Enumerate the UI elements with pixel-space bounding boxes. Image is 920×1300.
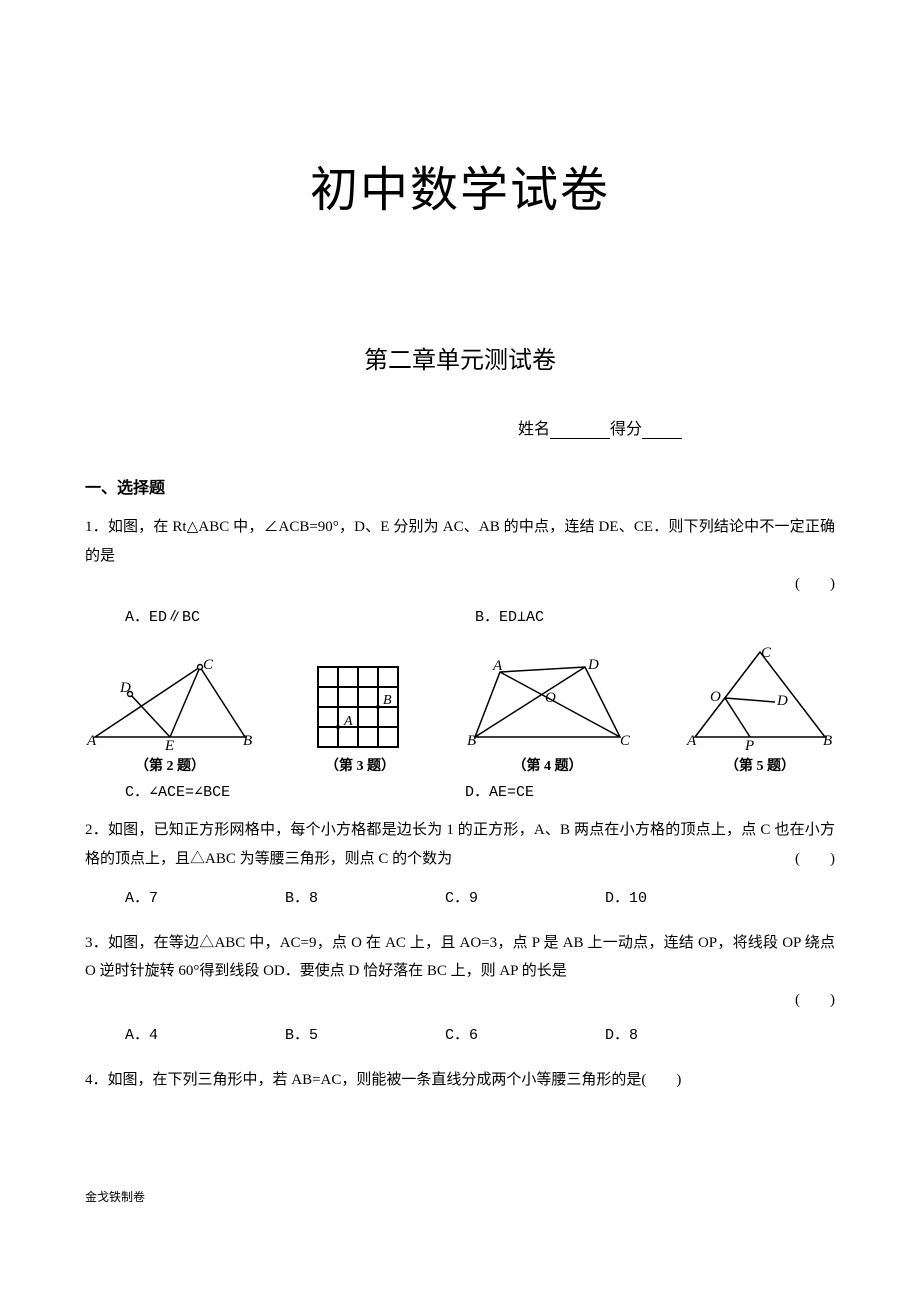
fig2-label-a: A [86, 733, 97, 749]
fig4-label-b: B [467, 733, 476, 749]
fig3-label-b: B [383, 693, 392, 708]
q3-option-d[interactable]: D．8 [605, 1022, 638, 1051]
name-score-line: 姓名 得分 [365, 415, 835, 439]
q2-option-a[interactable]: A．7 [125, 885, 285, 914]
fig3-label-a: A [343, 714, 353, 729]
fig5-label-d: D [776, 693, 788, 709]
figure-q4-caption: （第 4 题） [465, 755, 630, 775]
fig5-label-b: B [823, 733, 832, 749]
figure-q5: A B C D O P （第 5 题） [685, 647, 835, 775]
footer-maker: 金戈铁制卷 [85, 1188, 145, 1205]
q1-option-d[interactable]: D．AE=CE [465, 780, 534, 801]
section-1-header: 一、选择题 [85, 474, 835, 498]
q1-answer-blank[interactable]: ( ) [795, 570, 835, 599]
chapter-subtitle: 第二章单元测试卷 [85, 340, 835, 375]
q1-text: 1．如图，在 Rt△ABC 中，∠ACB=90°，D、E 分别为 AC、AB 的… [85, 519, 835, 564]
fig5-label-c: C [761, 647, 772, 661]
fig4-label-a: A [492, 658, 503, 674]
q2-text: 2．如图，已知正方形网格中，每个小方格都是边长为 1 的正方形，A、B 两点在小… [85, 822, 835, 867]
figure-q2-caption: （第 2 题） [85, 755, 255, 775]
fig4-label-d: D [587, 657, 599, 673]
fig5-label-a: A [686, 733, 697, 749]
q3-option-b[interactable]: B．5 [285, 1022, 445, 1051]
question-2: 2．如图，已知正方形网格中，每个小方格都是边长为 1 的正方形，A、B 两点在小… [85, 816, 835, 914]
q2-answer-blank[interactable]: ( ) [795, 845, 835, 874]
fig2-label-e: E [164, 738, 174, 752]
figures-row: A B C D E （第 2 题） [85, 647, 835, 775]
q2-option-d[interactable]: D．10 [605, 885, 647, 914]
figure-q2: A B C D E （第 2 题） [85, 657, 255, 775]
fig4-label-c: C [620, 733, 630, 749]
score-label: 得分 [610, 421, 642, 438]
figure-q5-caption: （第 5 题） [685, 755, 835, 775]
name-blank[interactable] [550, 423, 610, 439]
q3-answer-blank[interactable]: ( ) [795, 986, 835, 1015]
fig5-label-p: P [744, 738, 754, 752]
figure-q4: A D B C O （第 4 题） [465, 657, 630, 775]
fig2-label-c: C [203, 657, 214, 673]
q2-option-b[interactable]: B．8 [285, 885, 445, 914]
figure-q3: A B （第 3 题） [310, 662, 410, 775]
q3-text: 3．如图，在等边△ABC 中，AC=9，点 O 在 AC 上，且 AO=3，点 … [85, 935, 835, 980]
q3-option-c[interactable]: C．6 [445, 1022, 605, 1051]
figure-q3-caption: （第 3 题） [310, 755, 410, 775]
q2-option-c[interactable]: C．9 [445, 885, 605, 914]
question-1: 1．如图，在 Rt△ABC 中，∠ACB=90°，D、E 分别为 AC、AB 的… [85, 513, 835, 632]
question-4: 4．如图，在下列三角形中，若 AB=AC，则能被一条直线分成两个小等腰三角形的是… [85, 1066, 835, 1095]
q1-option-a[interactable]: A．ED∥BC [125, 604, 475, 633]
fig2-label-b: B [243, 733, 252, 749]
fig4-label-o: O [545, 690, 556, 706]
q4-text: 4．如图，在下列三角形中，若 AB=AC，则能被一条直线分成两个小等腰三角形的是… [85, 1072, 681, 1088]
main-title: 初中数学试卷 [85, 150, 835, 220]
q1-option-b[interactable]: B．ED⊥AC [475, 604, 544, 633]
q1-option-c[interactable]: C．∠ACE=∠BCE [125, 780, 465, 801]
score-blank[interactable] [642, 423, 682, 439]
fig5-label-o: O [710, 689, 721, 705]
fig2-label-d: D [119, 680, 131, 696]
q3-option-a[interactable]: A．4 [125, 1022, 285, 1051]
name-label: 姓名 [518, 421, 550, 438]
question-3: 3．如图，在等边△ABC 中，AC=9，点 O 在 AC 上，且 AO=3，点 … [85, 929, 835, 1051]
